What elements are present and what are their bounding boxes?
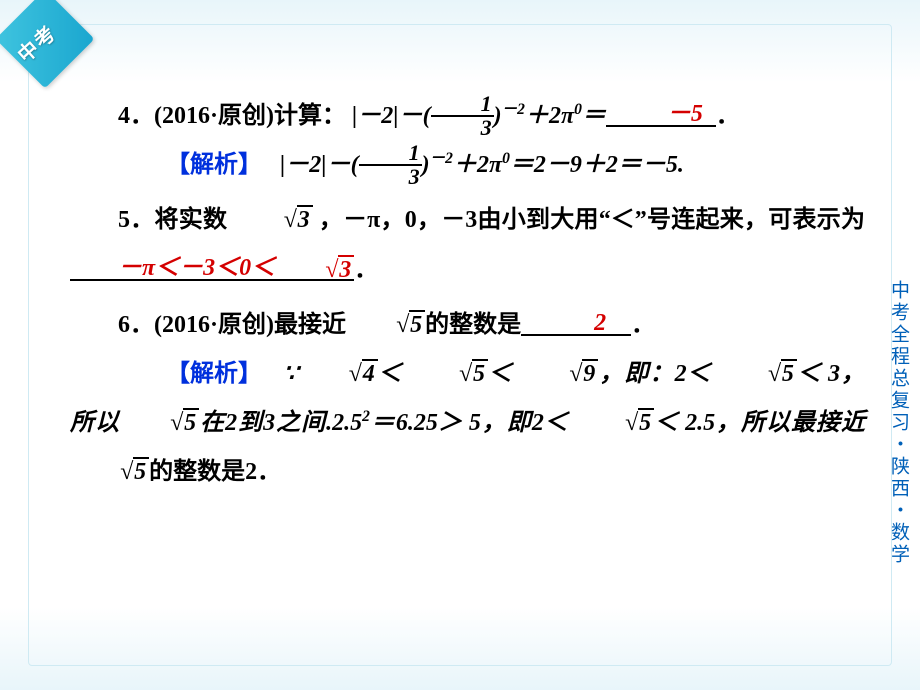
q6-blank: 2 (521, 311, 631, 336)
q5-period: ． (354, 257, 378, 283)
q6-mid: 的整数是 (425, 312, 521, 338)
content-area: 4．(2016·原创)计算： |－2|－(13)－2＋2π0＝－5． 【解析】 … (70, 92, 865, 498)
q6e-s5a: 5 (409, 350, 488, 399)
slide-page: 中考 中考全程总复习・陕西・数学 4．(2016·原创)计算： |－2|－(13… (0, 0, 920, 690)
q4e-exp2: 0 (502, 150, 510, 167)
q6e-eq625: ＝6.25＞ 5，即2＜ (370, 410, 575, 436)
q5-answer-sqrt: 3 (275, 256, 354, 285)
q6e-tail: 的整数是2． (149, 459, 281, 485)
q6e-s4: 4 (299, 350, 378, 399)
q4-answer: －5 (667, 101, 703, 127)
q4-frac: 13 (431, 93, 494, 139)
q6e-lt1: ＜ (378, 361, 409, 387)
q6e-lt4: ＜ 2.5，所以最接近 (654, 410, 865, 436)
q5-blank: －π＜－3＜0＜3 (70, 256, 354, 281)
q4-exp1: －2 (502, 101, 525, 118)
q6e-s5b: 5 (718, 350, 797, 399)
q4e-a: |－2|－ (280, 152, 351, 178)
q6e-s5c: 5 (575, 399, 654, 448)
q5-sqrt3: 3 (233, 196, 312, 245)
q6e-s9: 9 (519, 350, 598, 399)
q6-period: ． (631, 312, 655, 338)
q4-blank: －5 (606, 102, 716, 127)
q5-prefix: 5．将实数 (118, 207, 233, 233)
q4e-chain: ＝2－9＋2＝－5. (510, 152, 684, 178)
q4-explanation: 【解析】 |－2|－(13)－2＋2π0＝2－9＋2＝－5. (70, 141, 865, 190)
q4-eq: ＝ (582, 103, 606, 129)
q6-answer: 2 (594, 310, 606, 336)
q6e-ie: ，即：2＜ (598, 361, 717, 387)
question-6: 6．(2016·原创)最接近5的整数是 2 ． (70, 301, 865, 350)
question-4: 4．(2016·原创)计算： |－2|－(13)－2＋2π0＝－5． (70, 92, 865, 141)
q6e-s5root: 5 (120, 399, 199, 448)
q6e-sq: 2 (362, 408, 370, 425)
q4-expl-label: 【解析】 (118, 141, 262, 190)
q4-plus: ＋2π (525, 103, 574, 129)
q6e-l2a: 在2到3之间.2.5 (199, 410, 362, 436)
q4e-frac: 13 (359, 142, 422, 188)
q4-expr-a: |－2|－ (352, 103, 423, 129)
q6e-lt2: ＜ (488, 361, 519, 387)
q5-answer-a: －π＜－3＜0＜ (118, 255, 275, 281)
q6-sqrt5: 5 (346, 301, 425, 350)
q6-explanation: 【解析】 ∵4＜ 5＜ 9，即：2＜ 5＜ 3，所以5在2到3之间.2.52＝6… (70, 350, 865, 498)
q5-mid: ，－π，0，－3由小到大用“＜”号连起来，可表示为 (313, 207, 865, 233)
q6e-s5d: 5 (70, 448, 149, 497)
q4e-exp1: －2 (430, 150, 453, 167)
q4-exp2: 0 (574, 101, 582, 118)
q6-expl-label: 【解析】 (118, 350, 262, 399)
question-5: 5．将实数 3 ，－π，0，－3由小到大用“＜”号连起来，可表示为 －π＜－3＜0… (70, 196, 865, 294)
q4-prefix: 4．(2016·原创)计算： (118, 103, 346, 129)
q6-prefix: 6．(2016·原创)最接近 (118, 312, 346, 338)
side-vertical-label: 中考全程总复习・陕西・数学 (885, 280, 912, 566)
q6e-because: ∵ (283, 361, 298, 387)
q4e-plus: ＋2π (453, 152, 502, 178)
q4-period: ． (716, 103, 740, 129)
